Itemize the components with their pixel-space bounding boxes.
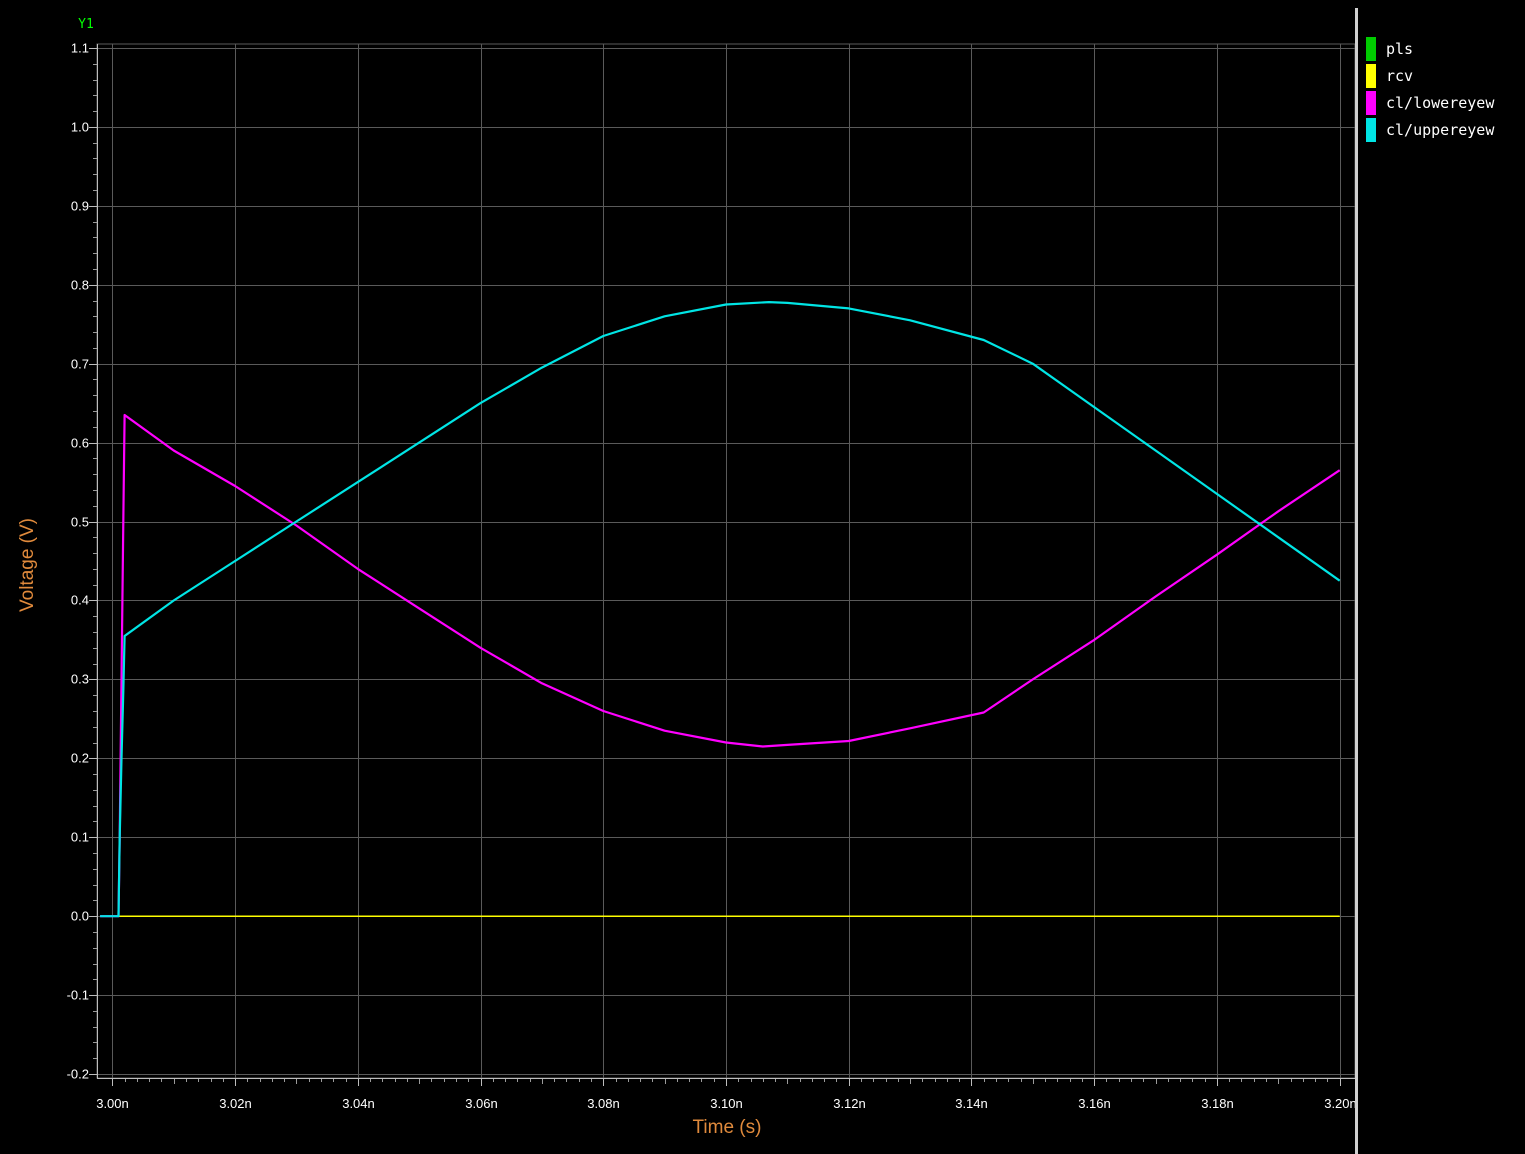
x-tick-label: 3.16n (1078, 1096, 1111, 1111)
x-tick-label: 3.18n (1201, 1096, 1234, 1111)
legend-item-rcv[interactable]: rcv (1366, 64, 1413, 88)
y-tick-label: -0.1 (67, 988, 89, 1003)
y-axis-label: Voltage (V) (17, 518, 38, 612)
y-tick-label: -0.2 (67, 1067, 89, 1082)
x-tick-label: 3.20n (1324, 1096, 1357, 1111)
axis-tag: Y1 (78, 17, 94, 32)
series-lines (100, 301, 1341, 918)
y-tick-label: 0.9 (71, 199, 89, 214)
legend-label-uppereyew: cl/uppereyew (1386, 121, 1495, 139)
y-tick-label: 0.2 (71, 751, 89, 766)
legend-item-pls[interactable]: pls (1366, 37, 1413, 61)
y-tick-labels: -0.2 -0.1 0.0 0.1 0.2 0.3 0.4 0.5 0.6 0.7 0.8 0.9 1.… (67, 41, 89, 1082)
legend-divider (1355, 8, 1359, 1154)
x-tick-label: 3.00n (96, 1096, 129, 1111)
y-tick-label: 1.0 (71, 120, 89, 135)
x-axis-label: Time (s) (693, 1117, 762, 1138)
legend-swatch-lowereyew (1366, 91, 1376, 115)
series-line-cl-lowereyew (100, 413, 1341, 918)
x-tick-label: 3.14n (955, 1096, 988, 1111)
y-tick-label: 0.0 (71, 909, 89, 924)
legend-item-uppereyew[interactable]: cl/uppereyew (1366, 118, 1494, 142)
grid-lines (96, 43, 1356, 1079)
x-tick-label: 3.12n (833, 1096, 866, 1111)
x-tick-label: 3.10n (710, 1096, 743, 1111)
y-tick-label: 0.7 (71, 357, 89, 372)
legend: pls rcv cl/lowereyew cl/uppereyew (1358, 0, 1525, 1154)
legend-label-lowereyew: cl/lowereyew (1386, 94, 1495, 112)
tick-marks (89, 44, 1355, 1086)
legend-swatch-uppereyew (1366, 118, 1376, 142)
legend-label-rcv: rcv (1386, 67, 1414, 85)
x-tick-label: 3.02n (219, 1096, 252, 1111)
legend-swatch-pls (1366, 37, 1376, 61)
legend-label-pls: pls (1386, 40, 1414, 58)
y-tick-label: 0.1 (71, 830, 89, 845)
series-line-cl-uppereyew (100, 301, 1341, 918)
x-tick-label: 3.06n (465, 1096, 498, 1111)
y-tick-label: 0.5 (71, 515, 89, 530)
y-tick-label: 0.8 (71, 278, 89, 293)
y-tick-label: 0.6 (71, 436, 89, 451)
x-tick-label: 3.08n (587, 1096, 620, 1111)
y-tick-label: 0.3 (71, 672, 89, 687)
legend-swatch-rcv (1366, 64, 1376, 88)
x-tick-labels: 3.00n 3.02n 3.04n 3.06n 3.08n 3.10n 3.12n 3.14n… (96, 1096, 1357, 1111)
y-tick-label: 0.4 (71, 593, 89, 608)
legend-item-lowereyew[interactable]: cl/lowereyew (1366, 91, 1494, 115)
x-tick-label: 3.04n (342, 1096, 375, 1111)
y-tick-label: 1.1 (71, 41, 89, 56)
